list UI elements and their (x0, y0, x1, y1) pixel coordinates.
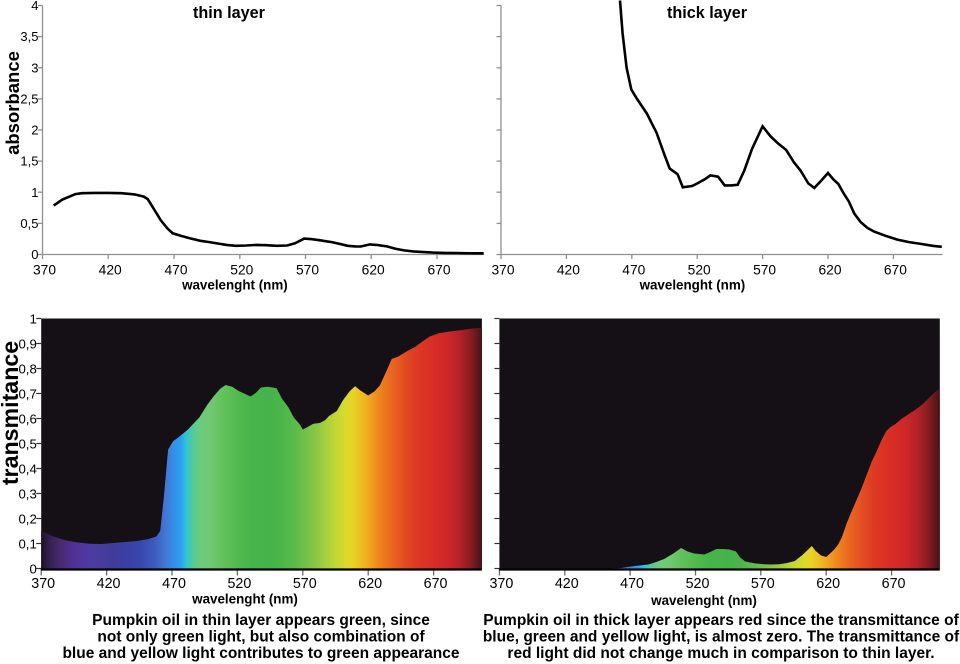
svg-text:670: 670 (884, 262, 907, 277)
svg-text:0,3: 0,3 (18, 486, 36, 501)
svg-text:absorbance: absorbance (2, 51, 23, 155)
svg-text:370: 370 (31, 576, 55, 592)
svg-text:thin layer: thin layer (193, 4, 266, 22)
svg-text:620: 620 (358, 576, 382, 592)
svg-text:670: 670 (424, 576, 448, 592)
svg-text:470: 470 (622, 262, 645, 277)
svg-text:wavelenght (nm): wavelenght (nm) (639, 278, 746, 293)
svg-text:670: 670 (882, 576, 906, 592)
svg-text:520: 520 (230, 262, 253, 277)
svg-text:620: 620 (818, 262, 841, 277)
svg-text:0,9: 0,9 (18, 336, 36, 351)
svg-text:0,4: 0,4 (18, 461, 36, 476)
svg-text:thick layer: thick layer (667, 4, 748, 22)
svg-text:620: 620 (362, 262, 385, 277)
svg-text:470: 470 (620, 576, 644, 592)
svg-text:520: 520 (227, 576, 251, 592)
svg-text:570: 570 (296, 262, 319, 277)
svg-text:370: 370 (489, 576, 513, 592)
svg-text:blue and yellow light contribu: blue and yellow light contributes to gre… (62, 645, 459, 662)
svg-text:0,1: 0,1 (18, 536, 36, 551)
svg-text:not only green light, but also: not only green light, but also combinati… (97, 629, 425, 646)
svg-text:570: 570 (751, 576, 775, 592)
svg-text:420: 420 (99, 262, 122, 277)
svg-text:0,2: 0,2 (18, 511, 36, 526)
svg-text:1: 1 (29, 311, 36, 326)
svg-text:1,5: 1,5 (20, 154, 38, 169)
svg-text:2: 2 (31, 123, 38, 138)
svg-text:blue, green and yellow light,: blue, green and yellow light, is almost … (483, 629, 960, 646)
svg-text:0,8: 0,8 (18, 361, 36, 376)
svg-text:420: 420 (555, 576, 579, 592)
svg-text:wavelenght (nm): wavelenght (nm) (650, 593, 757, 608)
svg-text:0,5: 0,5 (18, 436, 36, 451)
svg-text:370: 370 (491, 262, 514, 277)
svg-text:520: 520 (688, 262, 711, 277)
svg-text:620: 620 (816, 576, 840, 592)
svg-text:Pumpkin oil in thin layer appe: Pumpkin oil in thin layer appears green,… (92, 612, 430, 629)
svg-text:wavelenght (nm): wavelenght (nm) (181, 278, 288, 293)
svg-text:0,7: 0,7 (18, 386, 36, 401)
svg-text:420: 420 (97, 576, 121, 592)
svg-text:3: 3 (31, 60, 38, 75)
svg-text:4: 4 (31, 0, 38, 13)
svg-text:470: 470 (164, 262, 187, 277)
svg-text:2,5: 2,5 (20, 92, 38, 107)
svg-text:570: 570 (753, 262, 776, 277)
svg-text:wavelenght (nm): wavelenght (nm) (191, 592, 298, 607)
svg-text:3,5: 3,5 (20, 29, 38, 44)
svg-text:red light did not change much: red light did not change much in compari… (507, 645, 934, 662)
svg-text:470: 470 (162, 576, 186, 592)
svg-text:420: 420 (557, 262, 580, 277)
svg-text:0,5: 0,5 (20, 216, 38, 231)
svg-text:520: 520 (686, 576, 710, 592)
svg-text:1: 1 (31, 185, 38, 200)
svg-text:0: 0 (31, 247, 38, 262)
svg-text:0: 0 (29, 561, 36, 576)
svg-text:570: 570 (293, 576, 317, 592)
svg-text:Pumpkin oil in thick layer app: Pumpkin oil in thick layer appears red s… (483, 612, 959, 629)
svg-text:0,6: 0,6 (18, 411, 36, 426)
svg-text:transmitance: transmitance (0, 341, 23, 485)
svg-text:370: 370 (33, 262, 56, 277)
svg-text:670: 670 (427, 262, 450, 277)
